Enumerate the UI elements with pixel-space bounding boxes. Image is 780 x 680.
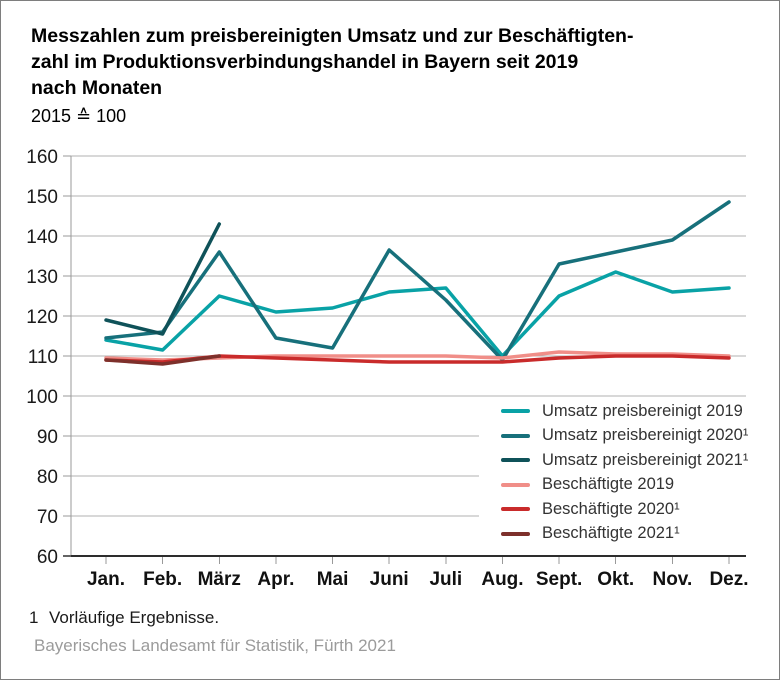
legend-item: Beschäftigte 2021¹ [479,522,749,547]
legend-label: Beschäftigte 2021¹ [542,524,680,543]
x-tick-label: Juli [429,569,462,590]
source-note: Bayerisches Landesamt für Statistik, Für… [34,636,396,655]
series-lines [104,200,731,366]
footnote: 1 Vorläufige Ergebnisse. [29,608,219,628]
y-tick-label: 160 [26,147,58,168]
y-tick-label: 90 [37,427,58,448]
y-tick-label: 60 [37,547,58,568]
footnote-text: Vorläufige Ergebnisse. [49,608,220,627]
series-line [104,270,731,358]
legend-item: Umsatz preisbereinigt 2019 [479,399,749,424]
series-line [104,354,222,366]
legend-swatch-icon [501,531,530,536]
legend-item: Beschäftigte 2019 [479,473,749,498]
chart-title-line: Messzahlen zum preisbereinigten Umsatz u… [31,25,634,47]
x-tick-label: Nov. [652,569,692,590]
legend-swatch-icon [501,433,530,438]
x-tick-label: Dez. [709,569,748,590]
y-tick-label: 70 [37,507,58,528]
series-line [104,222,222,336]
x-ticks: Jan. Feb. März Apr. Mai Juni Juli Aug. Sept. Okt.… [87,557,749,590]
chart-title-line: zahl im Produktionsverbindungshandel in … [31,51,579,73]
legend-item: Umsatz preisbereinigt 2021¹ [479,448,749,473]
legend-swatch-icon [501,458,530,463]
y-tick-label: 120 [26,307,58,328]
y-tick-label: 110 [28,347,58,368]
legend-label: Beschäftigte 2019 [542,475,675,494]
legend-label: Umsatz preisbereinigt 2021¹ [542,450,749,469]
y-tick-label: 150 [26,187,58,208]
x-tick-label: Apr. [257,569,294,590]
x-tick-label: Jan. [87,569,125,590]
legend-label: Beschäftigte 2020¹ [542,499,680,518]
chart-header: Messzahlen zum preisbereinigten Umsatz u… [31,23,751,128]
y-ticks: 60 70 80 90 100 110 120 130 140 150 160 [26,147,71,568]
y-tick-label: 130 [26,267,58,288]
y-tick-label: 80 [37,467,58,488]
x-tick-label: Juni [370,569,409,590]
legend-label: Umsatz preisbereinigt 2019 [542,401,743,420]
x-tick-label: Okt. [597,569,634,590]
series-line [104,200,731,362]
x-tick-label: Feb. [143,569,182,590]
x-tick-label: März [198,569,241,590]
chart-subtitle: 2015 ≙ 100 [31,106,127,126]
legend-swatch-icon [501,482,530,487]
legend-label: Umsatz preisbereinigt 2020¹ [542,426,749,445]
legend-item: Beschäftigte 2020¹ [479,497,749,522]
legend-swatch-icon [501,409,530,414]
x-tick-label: Sept. [536,569,582,590]
chart-title-line: nach Monaten [31,77,163,99]
chart-legend: Umsatz preisbereinigt 2019 Umsatz preisbe… [479,397,749,550]
y-tick-label: 100 [26,387,58,408]
x-tick-label: Mai [317,569,349,590]
legend-swatch-icon [501,507,530,512]
y-tick-label: 140 [26,227,58,248]
legend-item: Umsatz preisbereinigt 2020¹ [479,424,749,449]
x-tick-label: Aug. [481,569,523,590]
footnote-marker: 1 [29,608,39,627]
